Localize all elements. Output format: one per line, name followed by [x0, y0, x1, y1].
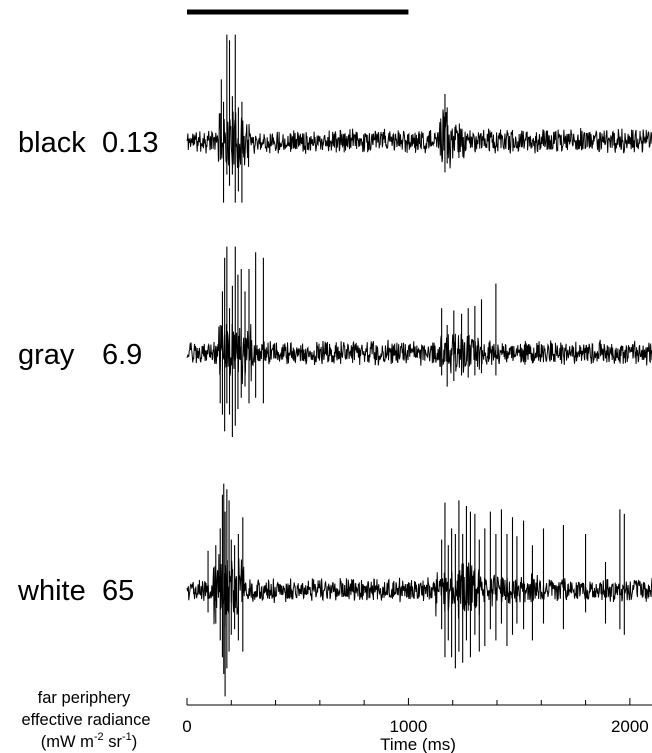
x-tick-label: 0 — [182, 717, 191, 736]
trace-label-white-value: 65 — [102, 575, 134, 607]
corner-label-line3-sup2: -1 — [122, 731, 132, 743]
x-tick-label: 2000 — [611, 717, 649, 736]
x-tick-label-group: 0 1000 2000 — [182, 717, 649, 736]
corner-label-line3-prefix: (mW m — [41, 733, 94, 751]
corner-label-line3-suffix: ) — [132, 733, 138, 751]
trace-line-gray — [186, 323, 652, 385]
trace-group — [186, 34, 652, 697]
trace-label-black-name: black — [18, 127, 86, 159]
trace-label-group: black 0.13 gray 6.9 white 65 — [17, 127, 158, 607]
corner-label-line1: far periphery — [38, 689, 131, 707]
x-tick-label: 1000 — [390, 717, 428, 736]
radiance-unit-label: far periphery effective radiance (mW m-2… — [21, 689, 150, 751]
trace-label-white-name: white — [17, 575, 86, 607]
x-tick-group — [186, 698, 631, 705]
trace-label-gray-name: gray — [18, 339, 75, 371]
corner-label-line2: effective radiance — [21, 711, 150, 729]
x-axis: 0 1000 2000 Time (ms) — [182, 698, 652, 753]
trace-white — [186, 483, 652, 697]
trace-label-gray-value: 6.9 — [102, 339, 142, 371]
corner-label-line3-sup1: -2 — [94, 731, 104, 743]
trace-line-white — [186, 554, 652, 628]
corner-label-line3-mid: sr — [104, 733, 123, 751]
trace-line-black — [186, 109, 652, 169]
x-axis-title: Time (ms) — [380, 735, 456, 753]
trace-gray — [186, 246, 652, 437]
trace-black — [186, 34, 652, 203]
trace-label-black-value: 0.13 — [102, 127, 158, 159]
corner-label-line3: (mW m-2 sr-1) — [41, 731, 138, 751]
